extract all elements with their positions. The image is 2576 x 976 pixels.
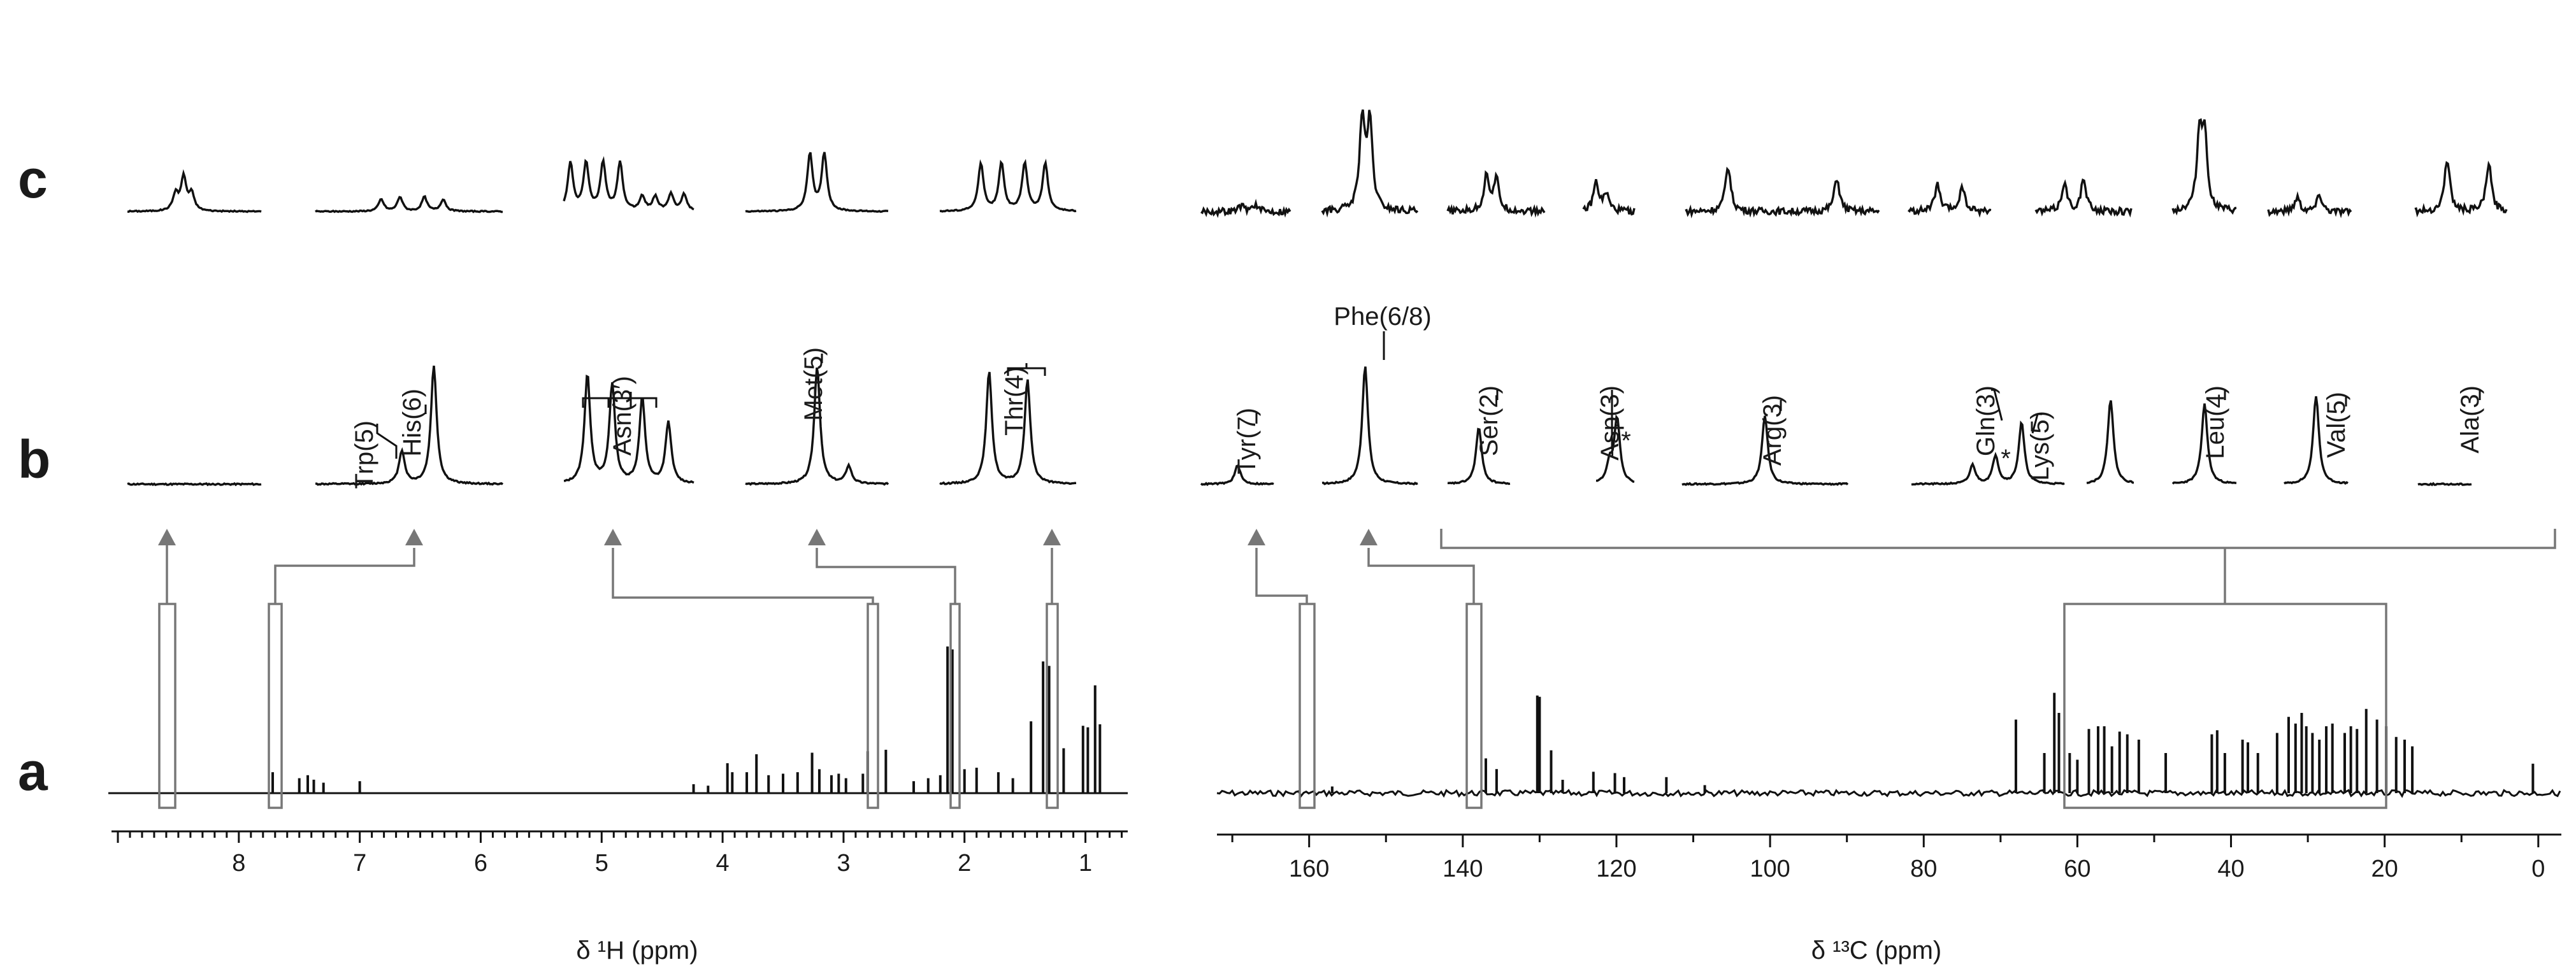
carbon-axis: 160 140 120 100 80 60 40 20 0	[1217, 833, 2561, 882]
arrow-head	[1043, 529, 1061, 545]
peak-label: Phe(6/8)	[1334, 303, 1431, 331]
row-c-subspectra	[127, 109, 2508, 219]
tick-label: 4	[716, 850, 730, 877]
arrow-head	[1360, 529, 1378, 545]
zoom-bracket	[1440, 529, 2556, 604]
proton-axis: 8 7 6 5 4 3 2 1	[112, 830, 1128, 877]
b-trace-1	[315, 365, 504, 486]
region-box	[867, 603, 879, 809]
carbon-axis-title: δ ¹³C (ppm)	[1811, 937, 1941, 965]
b-trace-10	[1911, 420, 2065, 486]
arrow-head	[158, 529, 176, 545]
tick-label: 7	[353, 850, 366, 877]
region-box	[1465, 603, 1483, 809]
region-connectors	[158, 529, 2556, 809]
b-trace-6	[1321, 366, 1418, 486]
peak-label: Met(5)	[800, 347, 828, 421]
connector	[1255, 548, 1308, 604]
b-trace-5	[1200, 464, 1274, 487]
c-trace-10	[1907, 182, 1992, 218]
arrow-head	[604, 529, 622, 545]
row-label-a: a	[18, 742, 48, 801]
asterisk: *	[2001, 445, 2011, 473]
proton-spectrum	[108, 646, 1128, 794]
peak-label: Trp(5)	[350, 420, 378, 489]
row-label-b: b	[18, 429, 50, 489]
leader	[376, 424, 398, 459]
connector	[612, 548, 874, 604]
gln-lys-leader	[1991, 389, 2042, 434]
peak-label: Asp(3)	[1596, 385, 1624, 461]
c-trace-2	[563, 155, 694, 211]
region-box	[1299, 603, 1316, 809]
carbon-spectrum	[1216, 693, 2561, 798]
b-trace-7	[1447, 427, 1511, 485]
b-trace-12	[2171, 403, 2237, 485]
c-trace-6	[1321, 109, 1419, 218]
tick-label: 120	[1596, 856, 1636, 882]
row-b-subspectra: Trp(5) His(6) Asn(3′) Met(5) Thr(4)Tyr(7)Phe…	[127, 303, 2484, 489]
tick-label: 5	[595, 850, 608, 877]
tick-label: 2	[958, 850, 971, 877]
tick-label: 140	[1443, 856, 1483, 882]
tick-label: 6	[474, 850, 487, 877]
c-trace-9	[1685, 166, 1880, 219]
b-trace-8	[1595, 414, 1635, 484]
tick-label: 8	[232, 850, 245, 877]
tick-label: 100	[1750, 856, 1790, 882]
b-trace-0	[127, 482, 262, 487]
peak-label: Ser(2)	[1475, 385, 1503, 456]
tick-label: 1	[1079, 850, 1092, 877]
c-trace-4	[939, 159, 1077, 213]
c-trace-12	[2171, 118, 2237, 216]
c-trace-5	[1200, 198, 1292, 219]
arrow-head	[405, 529, 423, 545]
b-trace-3	[745, 367, 889, 486]
peak-label: Asn(3′)	[608, 376, 637, 456]
region-box	[268, 603, 283, 809]
connector	[816, 548, 956, 604]
b-trace-11	[2086, 400, 2134, 484]
peak-label: Thr(4)	[1000, 366, 1028, 436]
tick-label: 3	[837, 850, 850, 877]
connector	[274, 548, 415, 604]
tick-label: 160	[1289, 856, 1329, 882]
arrow-head	[1248, 529, 1265, 545]
tick-label: 40	[2217, 856, 2244, 882]
c-trace-8	[1582, 179, 1636, 216]
b-trace-9	[1681, 415, 1849, 486]
c-trace-7	[1446, 170, 1546, 218]
arrow-head	[808, 529, 826, 545]
b-trace-4	[939, 371, 1077, 485]
noise-baseline	[1216, 789, 2561, 798]
tick-label: 80	[1910, 856, 1937, 882]
region-box	[158, 603, 176, 809]
c-trace-3	[745, 152, 889, 213]
proton-axis-title: δ ¹H (ppm)	[576, 937, 698, 965]
b-trace-14	[2417, 482, 2472, 487]
peak-label: Lys(5)	[2026, 411, 2054, 481]
tick-label: 0	[2531, 856, 2545, 882]
c-trace-0	[127, 169, 262, 213]
c-trace-13	[2267, 191, 2352, 219]
thr-bracket	[1007, 363, 1046, 376]
c-trace-11	[2034, 178, 2133, 218]
connector	[1367, 548, 1475, 604]
tick-label: 60	[2064, 856, 2090, 882]
c-trace-14	[2414, 161, 2508, 218]
asn-bracket	[582, 392, 658, 408]
asterisk: *	[1621, 427, 1631, 455]
peak-label: His(6)	[398, 389, 426, 457]
tick-label: 20	[2371, 856, 2398, 882]
row-label-c: c	[18, 149, 48, 209]
c-trace-1	[315, 195, 503, 213]
b-trace-13	[2283, 396, 2349, 485]
peak-label: Arg(3)	[1759, 395, 1787, 466]
